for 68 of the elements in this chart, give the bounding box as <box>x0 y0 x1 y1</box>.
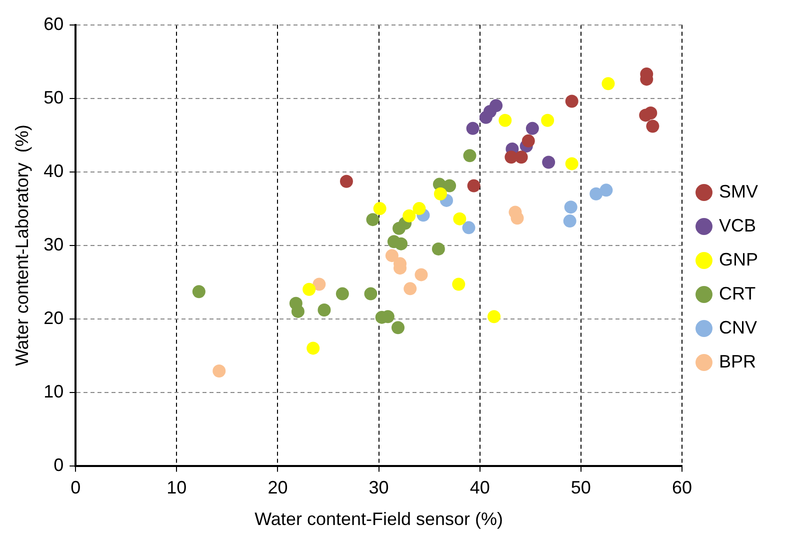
legend-label: CNV <box>718 317 758 338</box>
point <box>602 77 615 90</box>
point <box>291 304 304 318</box>
x-axis-title: Water content-Field sensor (%) <box>254 509 504 530</box>
point <box>522 134 535 148</box>
x-tick-label: 50 <box>570 478 591 498</box>
y-tick-label: 60 <box>44 14 64 34</box>
legend-label: SMV <box>718 181 758 202</box>
y-tick-label: 50 <box>44 87 64 108</box>
legend-label: CRT <box>718 283 756 304</box>
point <box>563 214 576 228</box>
point <box>498 114 512 127</box>
point <box>336 287 349 300</box>
point <box>565 94 578 108</box>
point <box>394 237 408 250</box>
point <box>385 249 398 262</box>
point <box>514 150 528 164</box>
point <box>453 212 466 226</box>
point <box>392 321 405 334</box>
point <box>340 174 353 188</box>
legend-label: GNP <box>718 249 758 270</box>
point <box>434 187 447 200</box>
point <box>565 157 578 170</box>
legend-label: VCB <box>718 215 756 236</box>
point <box>364 287 378 300</box>
point <box>541 114 554 127</box>
point <box>644 106 658 120</box>
point <box>404 282 417 296</box>
point <box>600 184 613 197</box>
point <box>490 99 503 112</box>
point <box>564 200 578 214</box>
y-tick-label: 20 <box>44 308 64 328</box>
y-tick-label: 10 <box>44 381 64 402</box>
y-tick-label: 30 <box>44 234 64 254</box>
legend-label: BPR <box>718 351 756 372</box>
point <box>443 179 456 192</box>
point <box>318 303 331 316</box>
point <box>366 213 380 226</box>
point <box>306 342 320 355</box>
point <box>373 202 386 216</box>
x-tick-label: 30 <box>368 478 389 498</box>
y-tick-label: 40 <box>44 160 64 181</box>
point <box>192 285 206 298</box>
y-tick-label: 0 <box>54 454 64 475</box>
point <box>302 282 316 296</box>
y-axis-title: Water content-Laboratory (%) <box>12 124 32 366</box>
x-tick-label: 0 <box>70 478 81 498</box>
point <box>414 268 428 282</box>
x-tick-label: 60 <box>672 478 692 498</box>
point <box>542 156 556 169</box>
point <box>452 278 466 291</box>
point <box>463 149 476 162</box>
point <box>412 202 426 216</box>
point <box>510 212 524 225</box>
point <box>402 209 416 222</box>
x-tick-label: 20 <box>268 478 288 498</box>
point <box>590 187 603 200</box>
x-tick-label: 40 <box>470 478 490 498</box>
point <box>312 278 326 291</box>
point <box>526 122 539 135</box>
point <box>432 242 445 256</box>
point <box>462 221 476 234</box>
point <box>212 364 226 378</box>
x-tick-label: 10 <box>166 478 187 498</box>
point <box>488 310 501 324</box>
point <box>467 179 480 192</box>
point <box>466 122 480 135</box>
point <box>646 120 660 133</box>
